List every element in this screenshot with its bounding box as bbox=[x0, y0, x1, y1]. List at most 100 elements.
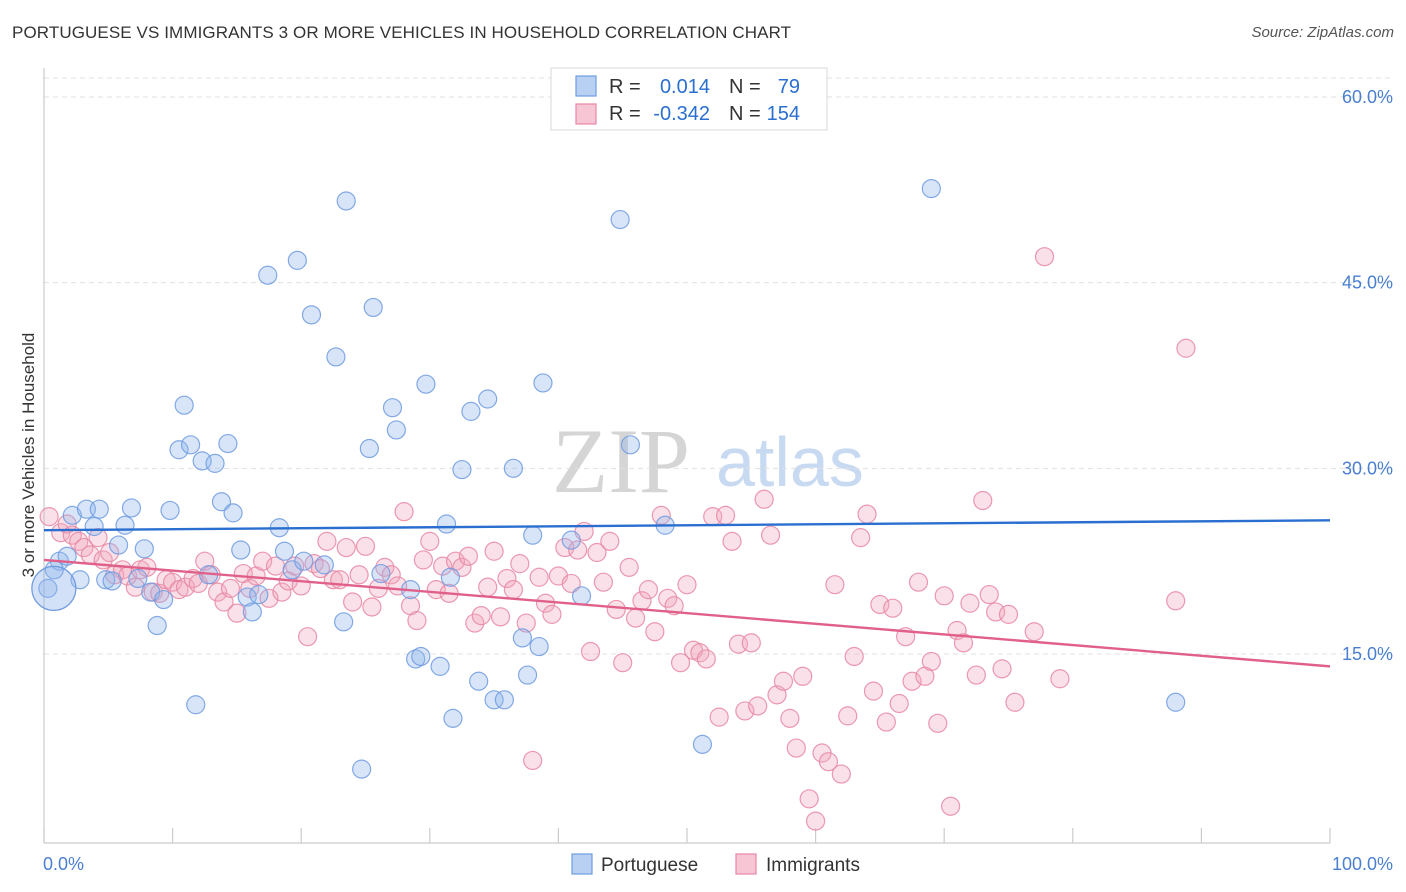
point-immigrants bbox=[355, 536, 376, 556]
point-portuguese bbox=[610, 209, 630, 230]
point-immigrants bbox=[928, 713, 948, 733]
point-immigrants bbox=[523, 750, 543, 771]
point-immigrants bbox=[471, 606, 491, 626]
point-immigrants bbox=[645, 622, 665, 642]
point-portuguese bbox=[533, 373, 553, 393]
legend-r-label-1: R = bbox=[609, 76, 641, 98]
point-portuguese bbox=[430, 656, 450, 676]
point-portuguese bbox=[494, 690, 514, 710]
legend-n-value-2: 154 bbox=[767, 103, 800, 125]
point-immigrants bbox=[831, 764, 851, 784]
point-portuguese bbox=[406, 649, 426, 669]
point-immigrants bbox=[613, 653, 633, 673]
point-immigrants bbox=[844, 646, 864, 667]
point-portuguese bbox=[386, 420, 406, 440]
point-portuguese bbox=[218, 433, 238, 454]
point-immigrants bbox=[960, 593, 980, 613]
point-immigrants bbox=[593, 572, 614, 592]
bottom-legend-swatch-portuguese bbox=[571, 853, 593, 875]
point-immigrants bbox=[754, 489, 774, 509]
point-portuguese bbox=[294, 551, 314, 571]
point-immigrants bbox=[851, 528, 871, 548]
point-immigrants bbox=[998, 604, 1019, 624]
x-tick-label: 100.0% bbox=[1332, 854, 1393, 874]
point-portuguese bbox=[249, 584, 269, 605]
point-portuguese bbox=[523, 525, 543, 545]
point-portuguese bbox=[287, 250, 307, 270]
point-portuguese bbox=[231, 540, 251, 560]
point-immigrants bbox=[343, 592, 363, 612]
point-immigrants bbox=[561, 573, 581, 594]
point-portuguese bbox=[115, 515, 135, 535]
chart-title: PORTUGUESE VS IMMIGRANTS 3 OR MORE VEHIC… bbox=[12, 23, 792, 42]
point-portuguese bbox=[436, 514, 457, 534]
point-portuguese bbox=[1166, 692, 1186, 712]
point-immigrants bbox=[805, 811, 826, 831]
point-immigrants bbox=[799, 789, 819, 809]
point-immigrants bbox=[677, 575, 697, 595]
point-immigrants bbox=[670, 653, 691, 673]
point-portuguese bbox=[160, 500, 180, 521]
point-portuguese bbox=[452, 459, 472, 480]
y-tick-label: 45.0% bbox=[1342, 273, 1393, 293]
point-portuguese bbox=[169, 440, 189, 460]
point-immigrants bbox=[490, 607, 511, 627]
x-tick-label: 0.0% bbox=[43, 854, 84, 874]
point-immigrants bbox=[220, 578, 241, 598]
point-immigrants bbox=[381, 565, 401, 585]
point-immigrants bbox=[394, 502, 414, 522]
point-portuguese bbox=[512, 628, 532, 648]
point-immigrants bbox=[979, 584, 999, 605]
point-immigrants bbox=[760, 525, 781, 545]
point-portuguese bbox=[237, 587, 257, 607]
point-portuguese bbox=[301, 305, 322, 325]
point-immigrants bbox=[793, 666, 813, 686]
point-portuguese bbox=[274, 541, 295, 561]
point-immigrants bbox=[1005, 692, 1025, 712]
point-portuguese bbox=[153, 589, 174, 610]
point-portuguese bbox=[62, 505, 82, 525]
point-portuguese bbox=[363, 297, 383, 318]
legend-swatch-immigrants bbox=[575, 103, 597, 125]
legend-n-value-1: 79 bbox=[778, 76, 800, 98]
point-immigrants bbox=[310, 558, 331, 579]
point-immigrants bbox=[600, 531, 620, 551]
point-portuguese bbox=[89, 499, 109, 519]
point-immigrants bbox=[336, 537, 356, 558]
bottom-legend-immigrants: Immigrants bbox=[766, 855, 860, 876]
legend-n-label-1: N = bbox=[729, 76, 761, 98]
point-portuguese bbox=[478, 389, 498, 409]
point-immigrants bbox=[876, 712, 896, 732]
point-portuguese bbox=[529, 636, 549, 657]
point-immigrants bbox=[568, 540, 588, 560]
point-portuguese bbox=[692, 734, 713, 754]
point-portuguese bbox=[443, 708, 463, 728]
point-immigrants bbox=[208, 582, 228, 602]
point-portuguese bbox=[571, 586, 592, 606]
point-immigrants bbox=[953, 633, 974, 653]
point-portuguese bbox=[181, 435, 201, 455]
point-immigrants bbox=[227, 603, 247, 623]
point-portuguese bbox=[205, 453, 225, 473]
point-immigrants bbox=[587, 542, 607, 563]
point-immigrants bbox=[1050, 669, 1070, 689]
point-immigrants bbox=[510, 554, 530, 574]
point-portuguese bbox=[84, 516, 104, 537]
point-immigrants bbox=[748, 696, 768, 716]
point-immigrants bbox=[715, 505, 736, 525]
point-portuguese bbox=[484, 690, 504, 710]
point-immigrants bbox=[458, 546, 478, 566]
point-portuguese bbox=[336, 191, 356, 211]
point-immigrants bbox=[1176, 338, 1196, 358]
point-immigrants bbox=[883, 598, 903, 618]
point-immigrants bbox=[973, 490, 993, 511]
point-immigrants bbox=[908, 572, 929, 592]
legend-r-value-1: 0.014 bbox=[660, 76, 710, 98]
point-portuguese bbox=[121, 498, 142, 518]
point-immigrants bbox=[838, 706, 858, 726]
point-portuguese bbox=[382, 398, 403, 418]
point-immigrants bbox=[934, 586, 954, 606]
point-portuguese bbox=[38, 578, 58, 598]
point-portuguese bbox=[503, 458, 523, 478]
